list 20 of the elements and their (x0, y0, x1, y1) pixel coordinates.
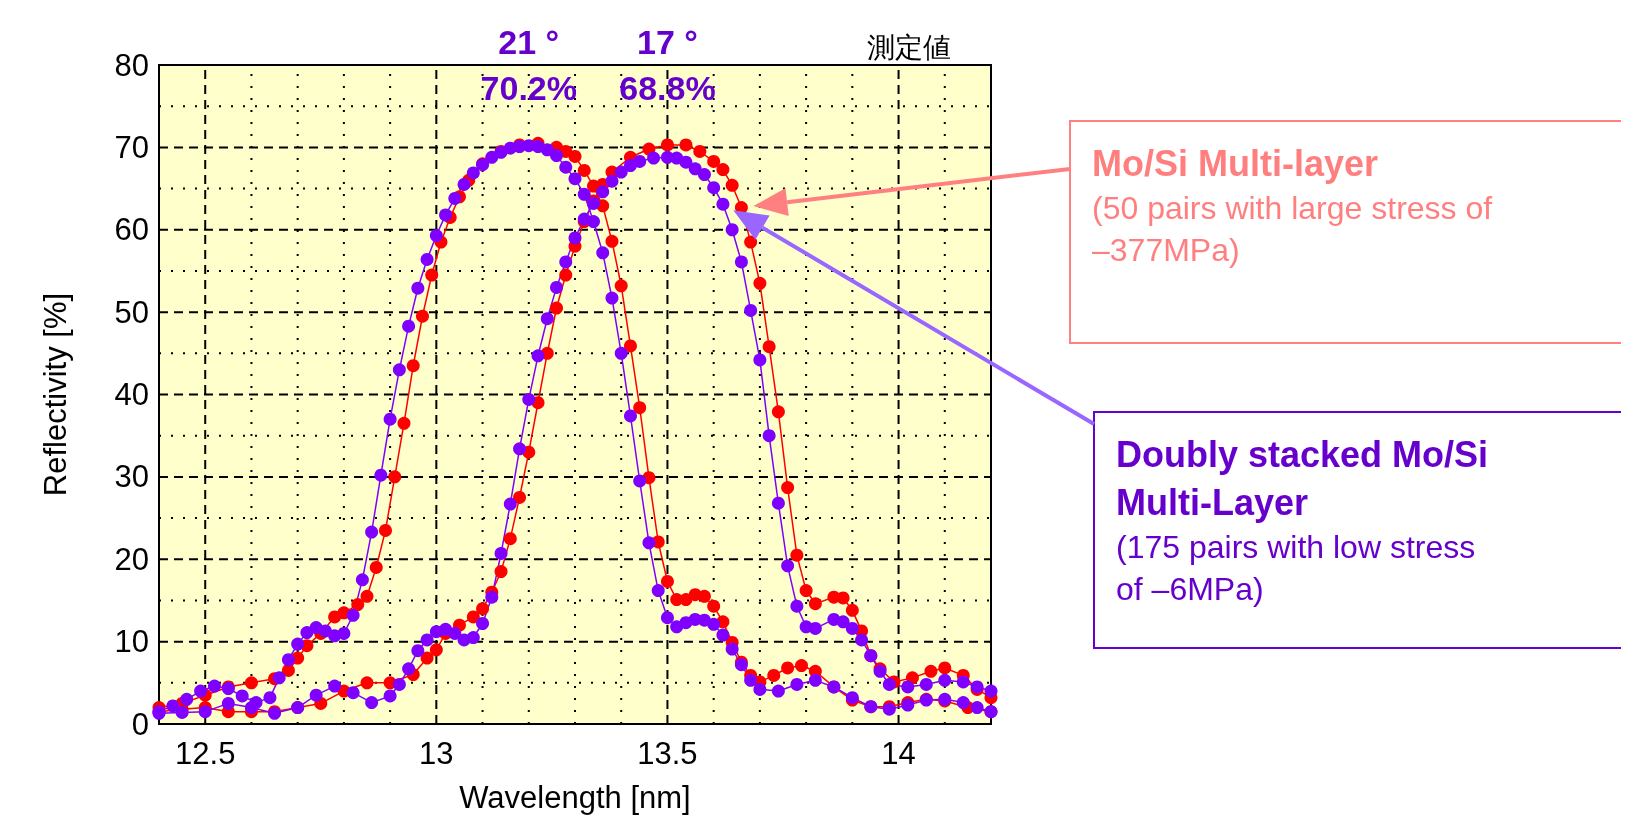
y-tick-label: 40 (114, 377, 149, 412)
text: 測定値 (867, 31, 951, 63)
y-tick-label: 80 (114, 47, 149, 83)
x-tick-label: 12.5 (175, 736, 236, 771)
y-tick-label: 30 (114, 459, 149, 495)
y-axis-title: Reflectivity [%] (38, 292, 73, 497)
y-tick-label: 60 (114, 212, 149, 248)
y-tick-label: 20 (114, 541, 149, 577)
text: Mo/Si Multi-layer (50 pairs with large stress of –377MPa) (1092, 142, 1493, 268)
y-tick-label: 10 (114, 624, 149, 660)
annotation: 17 ° 68.8% (619, 23, 716, 107)
x-tick-label: 14 (881, 736, 916, 771)
x-tick-label: 13.5 (637, 736, 698, 771)
y-tick-label: 0 (131, 706, 149, 742)
y-tick-label: 50 (114, 294, 149, 330)
x-axis-title: Wavelength [nm] (459, 780, 691, 815)
y-tick-label: 70 (114, 129, 149, 165)
annotation: 21 ° 70.2% (480, 23, 577, 107)
x-tick-label: 13 (419, 736, 454, 771)
text: Doubly stacked Mo/Si Multi-Layer (175 pairs with low stress of –6MPa) (1116, 433, 1489, 607)
